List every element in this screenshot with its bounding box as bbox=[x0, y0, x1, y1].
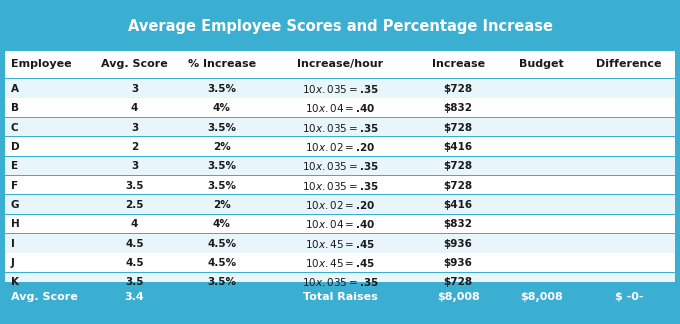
Bar bbox=[5, 137, 675, 156]
Text: $728: $728 bbox=[443, 277, 473, 287]
Text: $10x.45=$.45: $10x.45=$.45 bbox=[305, 257, 375, 269]
Bar bbox=[5, 175, 675, 176]
Text: $10x.02=$.20: $10x.02=$.20 bbox=[305, 199, 375, 211]
Text: 3.5: 3.5 bbox=[125, 180, 143, 191]
Text: G: G bbox=[11, 200, 20, 210]
Text: D: D bbox=[11, 142, 20, 152]
Bar bbox=[5, 98, 675, 118]
Bar bbox=[5, 214, 675, 234]
Bar bbox=[5, 291, 675, 292]
Text: 2%: 2% bbox=[213, 142, 231, 152]
Text: 3: 3 bbox=[131, 122, 138, 133]
Bar bbox=[5, 233, 675, 234]
Text: $8,008: $8,008 bbox=[520, 292, 563, 302]
Text: $10x.45=$.45: $10x.45=$.45 bbox=[305, 238, 375, 250]
Text: J: J bbox=[11, 258, 15, 268]
Text: 2%: 2% bbox=[213, 200, 231, 210]
Text: $10x.035=$.35: $10x.035=$.35 bbox=[301, 122, 379, 133]
Text: $10x.04=$.40: $10x.04=$.40 bbox=[305, 218, 375, 230]
Text: 4: 4 bbox=[131, 103, 138, 113]
Bar bbox=[5, 234, 675, 253]
Text: C: C bbox=[11, 122, 18, 133]
Text: K: K bbox=[11, 277, 19, 287]
Text: 3: 3 bbox=[131, 84, 138, 94]
Text: % Increase: % Increase bbox=[188, 59, 256, 69]
Bar bbox=[5, 50, 675, 79]
Text: 4.5: 4.5 bbox=[125, 258, 144, 268]
Text: $936: $936 bbox=[444, 239, 473, 249]
Text: E: E bbox=[11, 161, 18, 171]
Text: $10x.035=$.35: $10x.035=$.35 bbox=[301, 160, 379, 172]
Bar bbox=[5, 273, 675, 292]
Text: $8,008: $8,008 bbox=[437, 292, 479, 302]
Text: 4: 4 bbox=[131, 219, 138, 229]
Text: 3: 3 bbox=[131, 161, 138, 171]
Text: I: I bbox=[11, 239, 15, 249]
Text: Average Employee Scores and Percentage Increase: Average Employee Scores and Percentage I… bbox=[128, 19, 552, 34]
Bar bbox=[5, 117, 675, 118]
Text: $728: $728 bbox=[443, 122, 473, 133]
Text: $728: $728 bbox=[443, 161, 473, 171]
Text: 4%: 4% bbox=[213, 219, 231, 229]
Text: 2: 2 bbox=[131, 142, 138, 152]
Text: $832: $832 bbox=[443, 103, 473, 113]
Bar bbox=[5, 79, 675, 98]
Bar bbox=[5, 272, 675, 273]
Bar bbox=[5, 50, 675, 51]
Text: 3.5%: 3.5% bbox=[207, 84, 237, 94]
Bar bbox=[5, 156, 675, 176]
Text: $416: $416 bbox=[443, 200, 473, 210]
Text: $ -0-: $ -0- bbox=[615, 292, 643, 302]
Bar bbox=[5, 253, 675, 273]
Text: 3.5: 3.5 bbox=[125, 277, 143, 287]
Text: A: A bbox=[11, 84, 19, 94]
Text: 3.5%: 3.5% bbox=[207, 161, 237, 171]
Text: F: F bbox=[11, 180, 18, 191]
Bar bbox=[5, 194, 675, 195]
Bar bbox=[5, 176, 675, 195]
Text: B: B bbox=[11, 103, 19, 113]
Text: Increase/hour: Increase/hour bbox=[297, 59, 383, 69]
Bar bbox=[5, 282, 675, 311]
Text: $10x.035=$.35: $10x.035=$.35 bbox=[301, 179, 379, 191]
Bar bbox=[5, 3, 675, 50]
Text: 4.5%: 4.5% bbox=[207, 258, 237, 268]
Text: 4.5: 4.5 bbox=[125, 239, 144, 249]
Text: Difference: Difference bbox=[596, 59, 662, 69]
Bar bbox=[5, 282, 675, 284]
Text: $10x.04=$.40: $10x.04=$.40 bbox=[305, 102, 375, 114]
Bar bbox=[5, 78, 675, 79]
Text: 4%: 4% bbox=[213, 103, 231, 113]
Text: 3.5%: 3.5% bbox=[207, 122, 237, 133]
Text: 3.4: 3.4 bbox=[124, 292, 144, 302]
Text: Budget: Budget bbox=[520, 59, 564, 69]
Bar bbox=[5, 118, 675, 137]
Bar bbox=[5, 136, 675, 137]
Bar bbox=[5, 195, 675, 214]
Text: Total Raises: Total Raises bbox=[303, 292, 377, 302]
Text: Avg. Score: Avg. Score bbox=[11, 292, 78, 302]
Text: H: H bbox=[11, 219, 20, 229]
Text: $832: $832 bbox=[443, 219, 473, 229]
Text: 3.5%: 3.5% bbox=[207, 277, 237, 287]
Text: $10x.02=$.20: $10x.02=$.20 bbox=[305, 141, 375, 153]
Text: $416: $416 bbox=[443, 142, 473, 152]
Text: $728: $728 bbox=[443, 84, 473, 94]
Text: Avg. Score: Avg. Score bbox=[101, 59, 168, 69]
Text: $10x.035=$.35: $10x.035=$.35 bbox=[301, 276, 379, 288]
Text: $728: $728 bbox=[443, 180, 473, 191]
Text: Increase: Increase bbox=[432, 59, 485, 69]
Text: $10x.035=$.35: $10x.035=$.35 bbox=[301, 83, 379, 95]
Text: 3.5%: 3.5% bbox=[207, 180, 237, 191]
Text: Employee: Employee bbox=[11, 59, 71, 69]
Text: 2.5: 2.5 bbox=[125, 200, 143, 210]
Text: $936: $936 bbox=[444, 258, 473, 268]
Text: 4.5%: 4.5% bbox=[207, 239, 237, 249]
